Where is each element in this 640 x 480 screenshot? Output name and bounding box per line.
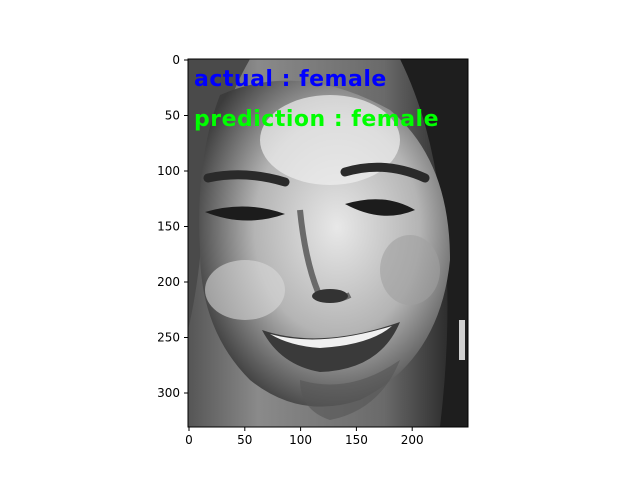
x-tick-label: 150 <box>345 433 368 447</box>
face-image: actual : female prediction : female <box>188 59 468 427</box>
actual-label: actual : female <box>194 67 387 92</box>
y-axis: 0 50 100 150 200 250 300 <box>157 53 188 400</box>
x-tick-label: 50 <box>237 433 252 447</box>
x-tick-label: 100 <box>289 433 312 447</box>
x-tick-label: 0 <box>185 433 193 447</box>
y-tick-label: 300 <box>157 386 180 400</box>
prediction-label: prediction : female <box>194 107 439 132</box>
axes-frame <box>187 58 469 428</box>
x-tick-label: 200 <box>401 433 424 447</box>
y-tick-label: 50 <box>165 109 180 123</box>
y-tick-label: 100 <box>157 164 180 178</box>
x-axis: 0 50 100 150 200 <box>185 427 424 447</box>
y-tick-label: 200 <box>157 275 180 289</box>
y-tick-label: 0 <box>172 53 180 67</box>
y-tick-label: 250 <box>157 331 180 345</box>
y-tick-label: 150 <box>157 220 180 234</box>
